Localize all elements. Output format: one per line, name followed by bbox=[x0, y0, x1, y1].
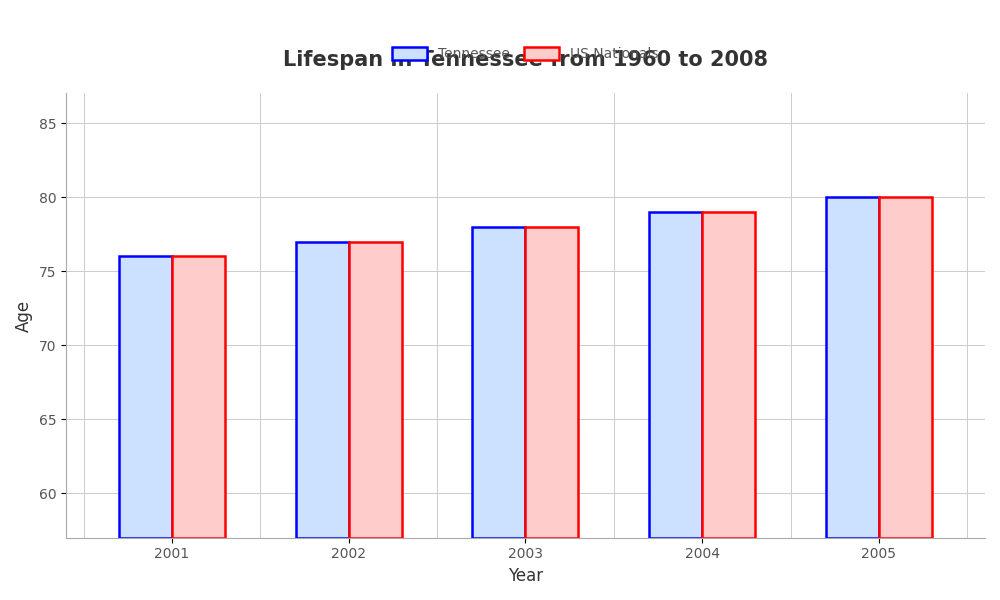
Bar bbox=[296, 242, 349, 538]
Bar bbox=[472, 227, 525, 538]
Bar bbox=[879, 197, 932, 538]
Title: Lifespan in Tennessee from 1960 to 2008: Lifespan in Tennessee from 1960 to 2008 bbox=[283, 50, 768, 70]
Legend: Tennessee, US Nationals: Tennessee, US Nationals bbox=[392, 47, 658, 61]
Y-axis label: Age: Age bbox=[15, 299, 33, 332]
Bar bbox=[349, 242, 402, 538]
Bar bbox=[702, 212, 755, 538]
Bar bbox=[649, 212, 702, 538]
Bar bbox=[172, 256, 225, 538]
Bar bbox=[826, 197, 879, 538]
Bar bbox=[119, 256, 172, 538]
Bar bbox=[525, 227, 578, 538]
X-axis label: Year: Year bbox=[508, 567, 543, 585]
